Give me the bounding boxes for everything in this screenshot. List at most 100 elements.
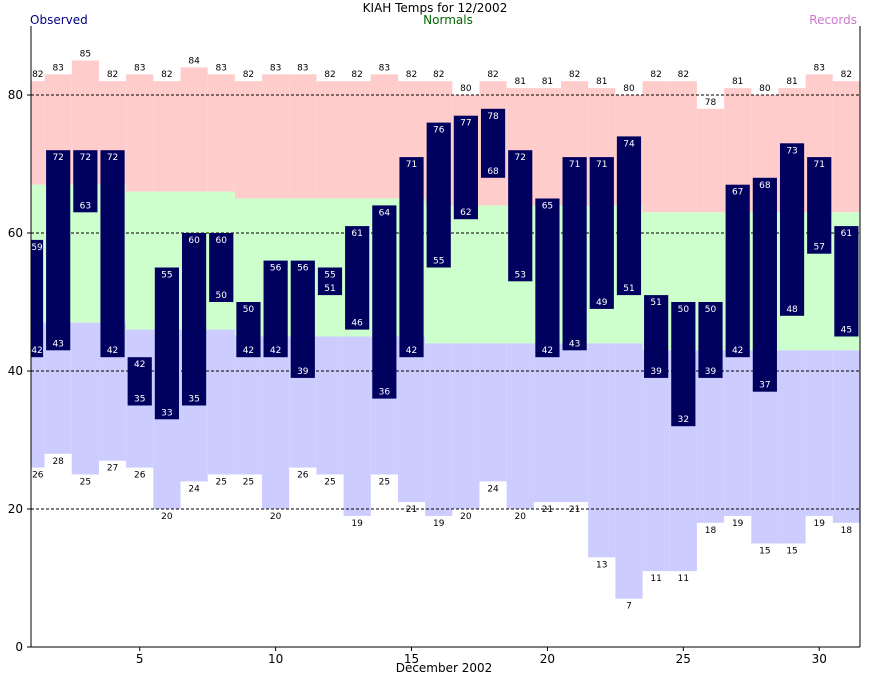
observed-low-label: 37 bbox=[759, 381, 770, 391]
observed-low-label: 45 bbox=[841, 326, 852, 336]
record-low-label: 20 bbox=[270, 512, 282, 522]
record-high-label: 81 bbox=[786, 77, 797, 87]
record-high-label: 82 bbox=[351, 70, 362, 80]
record-high-band bbox=[262, 74, 290, 199]
observed-high-label: 61 bbox=[351, 229, 362, 239]
observed-high-label: 72 bbox=[80, 153, 91, 163]
record-high-label: 82 bbox=[243, 70, 254, 80]
observed-bar bbox=[127, 357, 152, 406]
observed-high-label: 73 bbox=[786, 146, 797, 156]
record-low-band bbox=[724, 350, 752, 516]
record-low-label: 25 bbox=[243, 478, 254, 488]
observed-bar bbox=[671, 302, 696, 427]
record-low-label: 20 bbox=[460, 512, 472, 522]
record-high-label: 83 bbox=[270, 63, 281, 73]
observed-bar bbox=[508, 150, 533, 282]
observed-bar bbox=[181, 233, 207, 406]
observed-bar bbox=[779, 143, 805, 316]
record-low-label: 26 bbox=[297, 471, 309, 481]
observed-high-label: 71 bbox=[596, 160, 607, 170]
observed-bar bbox=[399, 157, 424, 358]
legend-normals: Normals bbox=[423, 13, 473, 27]
record-high-band bbox=[669, 81, 697, 213]
record-low-band bbox=[262, 336, 290, 509]
observed-bar bbox=[453, 115, 478, 220]
record-high-label: 82 bbox=[433, 70, 444, 80]
observed-low-label: 68 bbox=[487, 167, 499, 177]
record-high-label: 80 bbox=[759, 84, 771, 94]
observed-high-label: 76 bbox=[433, 126, 445, 136]
legend-observed: Observed bbox=[30, 13, 88, 27]
record-high-band bbox=[289, 74, 317, 199]
observed-low-label: 57 bbox=[814, 243, 825, 253]
record-low-label: 11 bbox=[678, 574, 689, 584]
observed-low-label: 42 bbox=[31, 346, 42, 356]
observed-low-label: 53 bbox=[515, 270, 526, 280]
observed-low-label: 33 bbox=[161, 408, 172, 418]
observed-bar bbox=[698, 302, 723, 378]
record-high-band bbox=[153, 81, 181, 192]
observed-high-label: 56 bbox=[297, 264, 309, 274]
record-low-label: 25 bbox=[80, 478, 91, 488]
y-tick-label: 20 bbox=[8, 502, 23, 516]
record-low-band bbox=[561, 343, 589, 503]
record-low-label: 19 bbox=[732, 519, 744, 529]
record-high-label: 82 bbox=[32, 70, 43, 80]
observed-low-label: 55 bbox=[433, 257, 444, 267]
observed-low-label: 63 bbox=[80, 201, 91, 211]
observed-low-label: 50 bbox=[216, 291, 228, 301]
observed-high-label: 61 bbox=[841, 229, 852, 239]
observed-low-label: 42 bbox=[732, 346, 743, 356]
record-high-band bbox=[207, 74, 235, 192]
record-low-label: 19 bbox=[814, 519, 826, 529]
record-high-band bbox=[642, 81, 670, 213]
y-tick-label: 80 bbox=[8, 88, 23, 102]
observed-high-label: 60 bbox=[188, 236, 200, 246]
x-tick-label: 30 bbox=[812, 652, 827, 666]
record-high-label: 82 bbox=[569, 70, 580, 80]
record-high-label: 83 bbox=[216, 63, 227, 73]
observed-low-label: 39 bbox=[705, 367, 717, 377]
record-low-band bbox=[31, 322, 45, 468]
record-low-band bbox=[588, 343, 616, 558]
observed-bar bbox=[154, 267, 179, 420]
observed-high-label: 55 bbox=[324, 271, 335, 281]
observed-low-label: 35 bbox=[134, 395, 145, 405]
record-low-band bbox=[397, 336, 426, 503]
observed-high-label: 50 bbox=[705, 305, 717, 315]
record-high-band bbox=[180, 67, 208, 192]
record-low-label: 21 bbox=[542, 505, 553, 515]
observed-bar bbox=[263, 260, 288, 358]
observed-bar bbox=[372, 205, 397, 399]
record-high-band bbox=[343, 81, 371, 199]
record-low-label: 19 bbox=[351, 519, 363, 529]
observed-high-label: 55 bbox=[161, 271, 172, 281]
observed-high-label: 51 bbox=[650, 298, 661, 308]
record-low-band bbox=[343, 336, 371, 516]
observed-high-label: 67 bbox=[732, 188, 743, 198]
record-low-label: 15 bbox=[759, 547, 770, 557]
record-high-label: 81 bbox=[596, 77, 607, 87]
record-high-band bbox=[234, 81, 263, 199]
y-tick-label: 40 bbox=[8, 364, 23, 378]
x-tick-label: 15 bbox=[404, 652, 419, 666]
observed-bar bbox=[209, 233, 234, 302]
record-low-label: 7 bbox=[626, 602, 632, 612]
record-low-label: 15 bbox=[786, 547, 797, 557]
record-low-label: 25 bbox=[379, 478, 390, 488]
record-low-label: 19 bbox=[433, 519, 445, 529]
observed-bar bbox=[236, 302, 261, 358]
record-high-band bbox=[316, 81, 344, 199]
record-low-band bbox=[832, 350, 860, 523]
observed-high-label: 78 bbox=[487, 112, 499, 122]
record-low-band bbox=[506, 343, 534, 509]
record-high-label: 82 bbox=[841, 70, 852, 80]
record-low-label: 25 bbox=[216, 478, 227, 488]
record-high-label: 83 bbox=[379, 63, 390, 73]
observed-bar bbox=[535, 198, 560, 358]
record-low-band bbox=[615, 343, 643, 599]
y-tick-label: 60 bbox=[8, 226, 23, 240]
record-low-label: 26 bbox=[134, 471, 146, 481]
chart-title: KIAH Temps for 12/2002 bbox=[363, 1, 508, 15]
observed-low-label: 46 bbox=[351, 319, 363, 329]
